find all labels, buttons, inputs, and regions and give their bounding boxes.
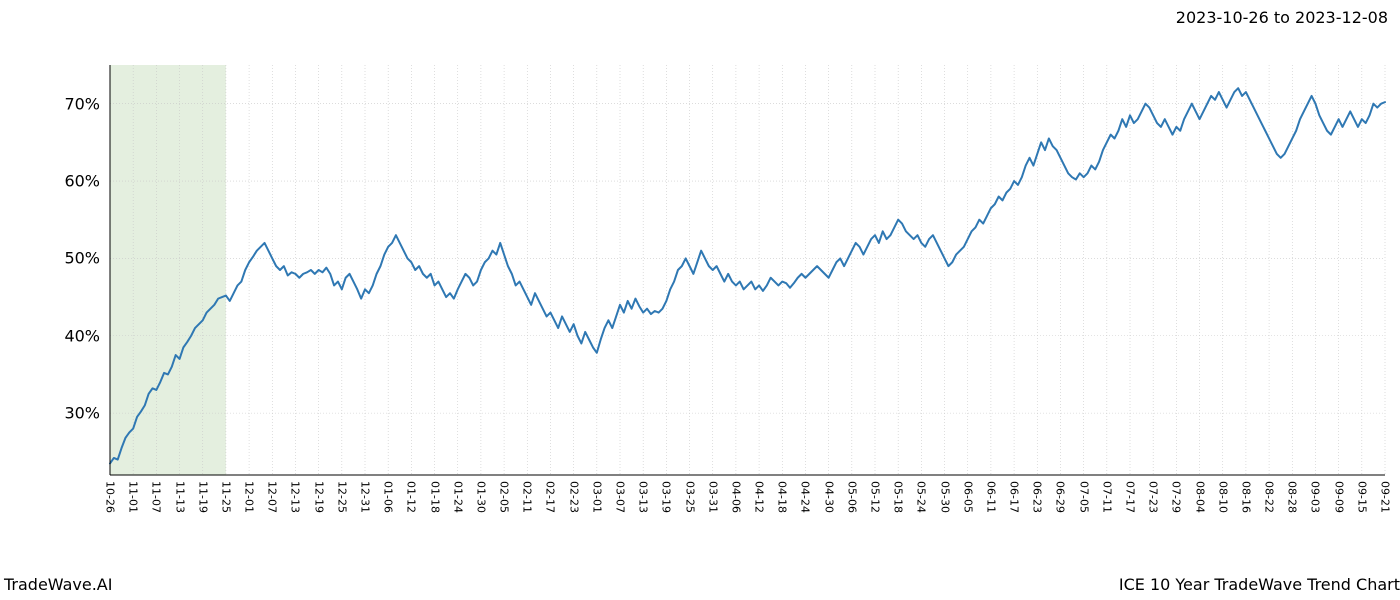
x-tick-label: 07-05: [1077, 481, 1090, 513]
x-tick-label: 03-13: [637, 481, 650, 513]
x-tick-label: 08-22: [1263, 481, 1276, 513]
x-tick-label: 08-16: [1239, 481, 1252, 513]
x-tick-label: 06-29: [1054, 481, 1067, 513]
x-tick-label: 07-23: [1147, 481, 1160, 513]
y-tick-label: 60%: [64, 172, 100, 191]
x-tick-label: 08-10: [1216, 481, 1229, 513]
x-tick-label: 06-23: [1031, 481, 1044, 513]
x-tick-label: 05-12: [869, 481, 882, 513]
x-tick-label: 04-12: [753, 481, 766, 513]
y-tick-label: 40%: [64, 326, 100, 345]
x-tick-label: 04-24: [799, 481, 812, 513]
x-tick-label: 04-30: [822, 481, 835, 513]
x-tick-label: 11-01: [127, 481, 140, 513]
x-tick-label: 05-24: [915, 481, 928, 513]
x-tick-label: 02-17: [544, 481, 557, 513]
x-tick-label: 09-15: [1355, 481, 1368, 513]
x-tick-label: 03-25: [683, 481, 696, 513]
x-tick-label: 06-17: [1008, 481, 1021, 513]
x-tick-label: 12-19: [312, 481, 325, 513]
x-tick-label: 07-29: [1170, 481, 1183, 513]
x-tick-label: 11-13: [173, 481, 186, 513]
x-tick-label: 03-31: [706, 481, 719, 513]
x-tick-label: 07-17: [1124, 481, 1137, 513]
x-tick-label: 01-30: [474, 481, 487, 513]
x-tick-label: 03-07: [614, 481, 627, 513]
x-tick-label: 06-05: [961, 481, 974, 513]
chart-svg: [110, 65, 1385, 475]
x-tick-label: 08-28: [1286, 481, 1299, 513]
x-tick-label: 08-04: [1193, 481, 1206, 513]
x-tick-label: 04-18: [776, 481, 789, 513]
x-tick-label: 03-19: [660, 481, 673, 513]
footer-chart-title: ICE 10 Year TradeWave Trend Chart: [1119, 575, 1400, 594]
chart-container: { "header": { "date_range": "2023-10-26 …: [0, 0, 1400, 600]
x-tick-label: 07-11: [1100, 481, 1113, 513]
x-tick-label: 02-05: [498, 481, 511, 513]
x-tick-label: 12-07: [266, 481, 279, 513]
y-tick-label: 70%: [64, 94, 100, 113]
x-tick-label: 01-12: [405, 481, 418, 513]
x-tick-label: 03-01: [590, 481, 603, 513]
x-tick-label: 04-06: [729, 481, 742, 513]
y-tick-label: 30%: [64, 404, 100, 423]
x-tick-label: 02-11: [521, 481, 534, 513]
date-range-title: 2023-10-26 to 2023-12-08: [1176, 8, 1388, 27]
x-tick-label: 01-18: [428, 481, 441, 513]
footer-brand: TradeWave.AI: [4, 575, 112, 594]
x-tick-label: 05-06: [845, 481, 858, 513]
x-tick-label: 12-25: [335, 481, 348, 513]
x-tick-label: 11-07: [150, 481, 163, 513]
x-tick-label: 01-06: [382, 481, 395, 513]
x-tick-label: 12-13: [289, 481, 302, 513]
x-tick-label: 01-24: [451, 481, 464, 513]
y-tick-label: 50%: [64, 249, 100, 268]
x-tick-label: 11-19: [196, 481, 209, 513]
x-tick-label: 09-09: [1332, 481, 1345, 513]
x-tick-label: 12-31: [359, 481, 372, 513]
x-tick-label: 05-30: [938, 481, 951, 513]
x-tick-label: 09-03: [1309, 481, 1322, 513]
x-tick-label: 05-18: [892, 481, 905, 513]
x-tick-label: 02-23: [567, 481, 580, 513]
x-tick-label: 09-21: [1379, 481, 1392, 513]
plot-area: 10-2611-0111-0711-1311-1911-2512-0112-07…: [110, 65, 1385, 475]
x-tick-label: 12-01: [243, 481, 256, 513]
x-tick-label: 06-11: [984, 481, 997, 513]
x-tick-label: 11-25: [219, 481, 232, 513]
x-tick-label: 10-26: [104, 481, 117, 513]
